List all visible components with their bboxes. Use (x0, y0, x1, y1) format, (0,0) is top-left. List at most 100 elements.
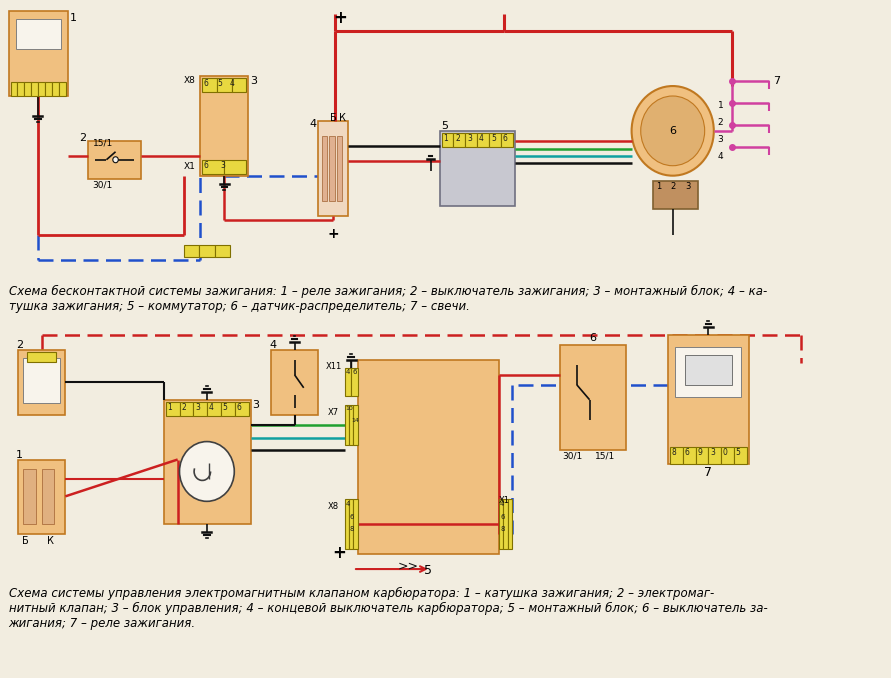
Text: 5: 5 (736, 447, 740, 456)
Bar (208, 402, 221, 416)
Text: 6: 6 (203, 161, 208, 170)
Bar (42, 469, 54, 524)
Text: X1: X1 (184, 162, 196, 171)
Bar (675, 347, 741, 397)
Text: +: + (333, 9, 347, 27)
Text: 2: 2 (182, 403, 186, 412)
Text: 3: 3 (252, 400, 259, 410)
Bar (232, 78, 246, 92)
Text: 3: 3 (195, 403, 200, 412)
Text: 3: 3 (710, 447, 715, 456)
Bar (215, 245, 230, 258)
Text: >>: >> (397, 559, 419, 572)
Text: X1: X1 (499, 496, 511, 505)
Text: 1: 1 (657, 182, 661, 191)
Circle shape (632, 86, 714, 176)
Text: К: К (339, 113, 346, 123)
Bar (345, 499, 349, 549)
Bar (16, 19, 61, 49)
Text: 6: 6 (352, 369, 356, 375)
Text: 3: 3 (685, 182, 691, 191)
Bar (696, 447, 708, 464)
Text: 5: 5 (442, 121, 449, 131)
Text: 6: 6 (203, 79, 208, 88)
Text: 6: 6 (503, 134, 508, 143)
Text: 3: 3 (467, 134, 472, 143)
Text: 1: 1 (444, 134, 448, 143)
Bar (684, 355, 732, 385)
Text: 7: 7 (773, 76, 781, 86)
Bar (489, 133, 501, 147)
Bar (318, 121, 347, 216)
Bar (164, 400, 250, 524)
Bar (440, 131, 515, 205)
Text: 4: 4 (479, 134, 484, 143)
Circle shape (641, 96, 705, 165)
Bar (345, 405, 349, 445)
Text: 8: 8 (349, 526, 354, 532)
Text: 1: 1 (16, 450, 23, 460)
Circle shape (179, 441, 234, 501)
Text: 4: 4 (717, 153, 723, 161)
Text: 1: 1 (717, 102, 723, 111)
Text: 5: 5 (217, 79, 222, 88)
Bar (202, 160, 225, 174)
Text: 7: 7 (704, 466, 712, 479)
Bar (38, 82, 45, 96)
Bar (465, 133, 478, 147)
Bar (53, 82, 60, 96)
Text: 6: 6 (590, 333, 597, 343)
Text: 2: 2 (671, 182, 676, 191)
Text: 8: 8 (500, 526, 504, 532)
Bar (721, 447, 734, 464)
Text: Б: Б (330, 113, 336, 123)
Bar (330, 136, 335, 201)
Bar (357, 360, 499, 554)
Bar (454, 133, 465, 147)
Text: 15/1: 15/1 (93, 139, 113, 148)
Text: Б: Б (22, 536, 29, 546)
Text: 1: 1 (69, 14, 77, 23)
Text: 0: 0 (723, 447, 728, 456)
Text: 4: 4 (500, 501, 504, 507)
Text: 6: 6 (500, 515, 504, 520)
Text: 6: 6 (669, 126, 676, 136)
Bar (670, 447, 683, 464)
Bar (217, 78, 232, 92)
Bar (18, 460, 65, 534)
Text: Схема системы управления электромагнитным клапаном карбюратора: 1 – катушка зажи: Схема системы управления электромагнитны… (9, 587, 767, 630)
Text: 2: 2 (455, 134, 460, 143)
Text: 5: 5 (491, 134, 495, 143)
Bar (18, 350, 65, 415)
Text: 6: 6 (684, 447, 690, 456)
Text: 6: 6 (236, 403, 241, 412)
Bar (11, 82, 18, 96)
Text: 15/1: 15/1 (595, 452, 616, 460)
Text: 3: 3 (249, 76, 257, 86)
Text: X11: X11 (325, 362, 342, 371)
Bar (560, 345, 626, 450)
Text: 2: 2 (16, 340, 23, 350)
Bar (478, 133, 489, 147)
Bar (652, 180, 699, 209)
Bar (184, 245, 200, 258)
Bar (503, 499, 508, 549)
Bar (225, 160, 246, 174)
Bar (351, 368, 357, 396)
Bar (501, 133, 513, 147)
Bar (180, 402, 193, 416)
Bar (354, 405, 357, 445)
Text: 1: 1 (168, 403, 172, 412)
Bar (708, 447, 721, 464)
Text: 4: 4 (208, 403, 214, 412)
Text: 30/1: 30/1 (562, 452, 583, 460)
Bar (349, 499, 354, 549)
Text: +: + (332, 544, 346, 562)
Bar (499, 499, 503, 549)
Bar (349, 405, 354, 445)
Text: 9: 9 (698, 447, 702, 456)
Text: 10: 10 (346, 405, 354, 411)
Circle shape (113, 157, 119, 163)
Bar (221, 402, 235, 416)
Text: 4: 4 (269, 340, 276, 350)
